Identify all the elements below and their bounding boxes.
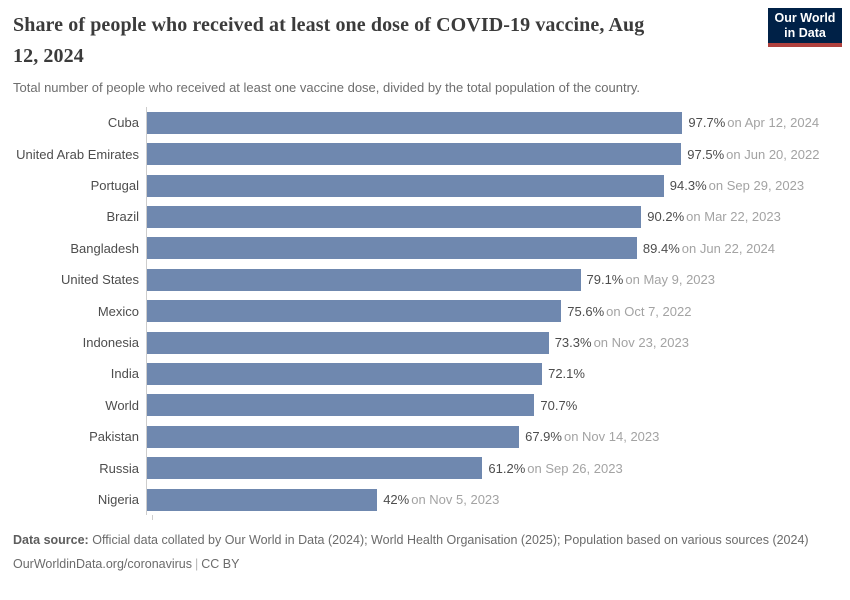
page-title: Share of people who received at least on…: [13, 10, 758, 72]
owid-link[interactable]: OurWorldinData.org/coronavirus: [13, 557, 193, 571]
plot-area: 75.6% on Oct 7, 2022: [146, 295, 845, 327]
value-label: 79.1%: [586, 272, 624, 288]
plot-area: 73.3% on Nov 23, 2023: [146, 326, 845, 359]
value-label: 61.2%: [488, 460, 526, 476]
bar[interactable]: [147, 237, 637, 260]
data-source-line: Data source: Official data collated by O…: [13, 531, 837, 550]
country-label: Bangladesh: [70, 240, 139, 256]
date-label: on Nov 23, 2023: [593, 335, 689, 351]
bar-row-indonesia: Indonesia 73.3% on Nov 23, 2023: [13, 326, 845, 359]
value-label: 70.7%: [540, 397, 578, 413]
plot-area: 97.5% on Jun 20, 2022: [146, 138, 845, 170]
plot-area: 67.9% on Nov 14, 2023: [146, 421, 845, 453]
value-label: 75.6%: [567, 303, 605, 319]
plot-area: 97.7% on Apr 12, 2024: [146, 107, 845, 139]
country-label: Brazil: [106, 209, 139, 225]
title-line-2: 12, 2024: [13, 45, 84, 67]
plot-area: 94.3% on Sep 29, 2023: [146, 169, 845, 202]
bar[interactable]: [147, 457, 483, 480]
bar-row-portugal: Portugal 94.3% on Sep 29, 2023: [13, 169, 845, 202]
plot-area: 89.4% on Jun 22, 2024: [146, 232, 845, 265]
date-label: on Nov 5, 2023: [411, 492, 500, 508]
chart-rows: Cuba 97.7% on Apr 12, 2024 United Arab Emir…: [13, 107, 845, 516]
bar[interactable]: [147, 300, 562, 323]
bar-row-russia: Russia 61.2% on Sep 26, 2023: [13, 452, 845, 484]
bar-row-world: World 70.7%: [13, 389, 845, 422]
date-label: on Jun 22, 2024: [681, 240, 776, 256]
date-label: on Sep 26, 2023: [527, 460, 623, 476]
country-label: United Arab Emirates: [16, 146, 139, 162]
chart-header: Share of people who received at least on…: [13, 10, 758, 96]
plot-area: 42% on Nov 5, 2023: [146, 483, 845, 516]
value-label: 42%: [383, 492, 410, 508]
bar-chart: Cuba 97.7% on Apr 12, 2024 United Arab Emir…: [13, 107, 845, 521]
date-label: on Mar 22, 2023: [686, 209, 781, 225]
country-label: Mexico: [97, 303, 139, 319]
plot-area: 61.2% on Sep 26, 2023: [146, 452, 845, 484]
country-label: Nigeria: [97, 492, 139, 508]
license-label: CC BY: [201, 557, 240, 571]
plot-area: 79.1% on May 9, 2023: [146, 264, 845, 296]
value-label: 90.2%: [647, 209, 685, 225]
date-label: on May 9, 2023: [625, 272, 715, 288]
bar-row-bangladesh: Bangladesh 89.4% on Jun 22, 2024: [13, 232, 845, 265]
data-source-text: Official data collated by Our World in D…: [92, 533, 809, 547]
date-label: on Apr 12, 2024: [727, 115, 820, 131]
country-label: World: [105, 397, 139, 413]
bar-row-mexico: Mexico 75.6% on Oct 7, 2022: [13, 295, 845, 327]
country-label: Cuba: [107, 115, 139, 131]
bar[interactable]: [147, 111, 683, 134]
country-label: Indonesia: [82, 335, 139, 351]
value-label: 94.3%: [669, 178, 707, 194]
bar[interactable]: [147, 174, 664, 197]
bar[interactable]: [147, 394, 535, 417]
date-label: on Nov 14, 2023: [563, 429, 660, 445]
plot-area: 72.1%: [146, 358, 845, 390]
bar[interactable]: [147, 268, 581, 291]
bar[interactable]: [147, 143, 682, 166]
value-label: 97.7%: [688, 115, 726, 131]
bar-row-cuba: Cuba 97.7% on Apr 12, 2024: [13, 107, 845, 139]
owid-logo-line-1: Our World: [774, 10, 836, 25]
country-label: United States: [60, 272, 139, 288]
value-label: 97.5%: [687, 146, 725, 162]
chart-footer: Data source: Official data collated by O…: [13, 531, 837, 574]
bar-row-united-arab-emirates: United Arab Emirates 97.5% on Jun 20, 2022: [13, 138, 845, 170]
axis-line-tail: [152, 515, 153, 521]
owid-logo: Our World in Data: [768, 8, 842, 47]
date-label: on Jun 20, 2022: [726, 146, 820, 162]
value-label: 89.4%: [642, 240, 680, 256]
plot-area: 90.2% on Mar 22, 2023: [146, 201, 845, 233]
owid-logo-line-2: in Data: [784, 25, 826, 40]
bar[interactable]: [147, 362, 543, 385]
date-label: on Sep 29, 2023: [708, 178, 805, 194]
value-label: 73.3%: [554, 335, 592, 351]
chart-subtitle: Total number of people who received at l…: [13, 80, 641, 95]
bar[interactable]: [147, 425, 520, 448]
bar-row-united-states: United States 79.1% on May 9, 2023: [13, 264, 845, 296]
value-label: 67.9%: [525, 429, 562, 445]
date-label: on Oct 7, 2022: [606, 303, 692, 319]
bar-row-brazil: Brazil 90.2% on Mar 22, 2023: [13, 201, 845, 233]
country-label: India: [110, 366, 139, 382]
country-label: Russia: [99, 460, 139, 476]
separator: |: [195, 557, 199, 571]
bar[interactable]: [147, 205, 642, 228]
value-label: 72.1%: [548, 366, 585, 382]
data-source-label: Data source:: [13, 533, 89, 547]
bar-row-india: India 72.1%: [13, 358, 845, 390]
bar[interactable]: [147, 331, 549, 354]
bar-row-nigeria: Nigeria 42% on Nov 5, 2023: [13, 483, 845, 516]
attribution-line: OurWorldinData.org/coronavirus | CC BY: [13, 555, 837, 574]
country-label: Portugal: [90, 178, 139, 194]
bar[interactable]: [147, 488, 378, 511]
plot-area: 70.7%: [146, 389, 845, 422]
bar-row-pakistan: Pakistan 67.9% on Nov 14, 2023: [13, 421, 845, 453]
country-label: Pakistan: [89, 429, 139, 445]
title-line-1: Share of people who received at least on…: [13, 14, 645, 36]
